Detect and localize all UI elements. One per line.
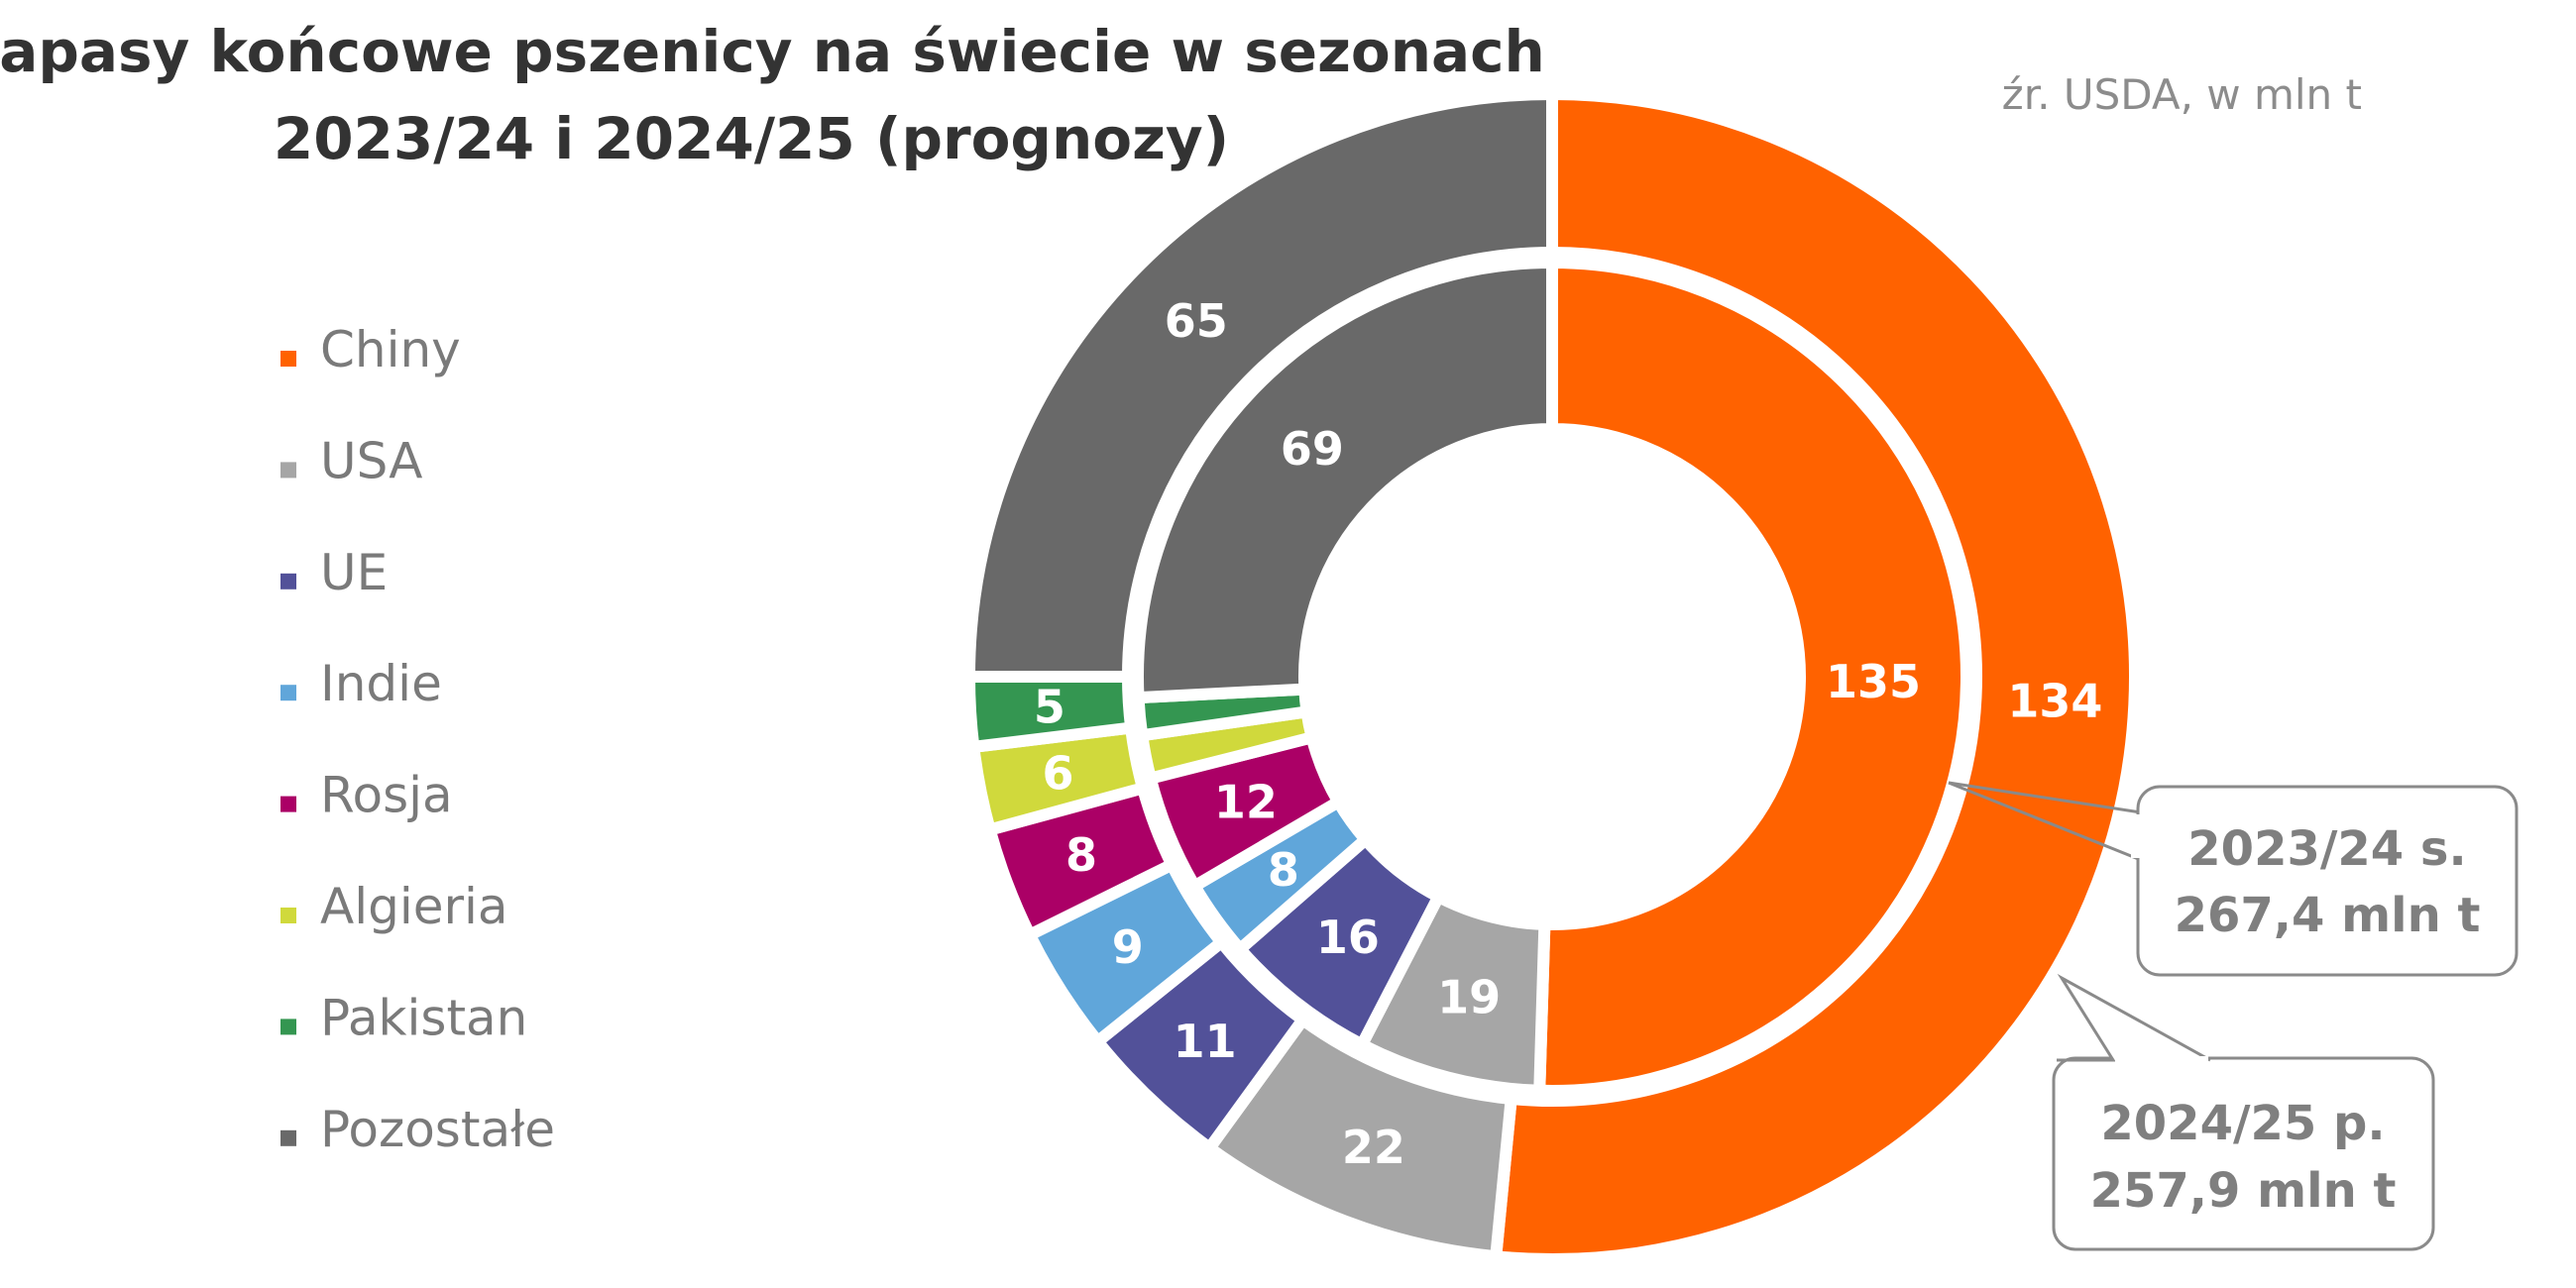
outer-label-pozostale: 65 xyxy=(1165,294,1228,348)
legend-item-rosja: Rosja xyxy=(280,767,453,824)
legend-swatch xyxy=(280,351,296,367)
outer-segment-pozostale xyxy=(962,87,1558,683)
inner-segment-pozostale xyxy=(1132,256,1558,704)
inner-label-ue: 16 xyxy=(1316,911,1380,964)
legend-swatch xyxy=(280,685,296,701)
outer-label-usa: 22 xyxy=(1342,1121,1405,1174)
outer-label-pakistan: 5 xyxy=(1034,681,1065,734)
legend-item-chiny: Chiny xyxy=(280,321,461,378)
inner-label-indie: 8 xyxy=(1268,843,1299,897)
outer-label-indie: 9 xyxy=(1112,920,1144,974)
legend-label: Pakistan xyxy=(320,989,527,1046)
outer-segment-chiny xyxy=(1489,87,2141,1265)
legend-swatch xyxy=(280,462,296,479)
legend-label: Algieria xyxy=(320,878,508,935)
callout-2023-24: 2023/24 s. 267,4 mln t xyxy=(1948,781,2519,977)
legend-label: Indie xyxy=(320,655,442,712)
outer-label-ue: 11 xyxy=(1174,1015,1237,1068)
outer-label-algieria: 6 xyxy=(1042,747,1073,801)
inner-label-chiny: 135 xyxy=(1826,655,1921,708)
callout-2024-25-season: 2024/25 p. xyxy=(2100,1096,2385,1151)
legend-label: UE xyxy=(320,544,388,601)
legend-label: Pozostałe xyxy=(320,1101,555,1158)
legend-swatch xyxy=(280,573,296,590)
legend-item-algieria: Algieria xyxy=(280,878,508,935)
legend-swatch xyxy=(280,908,296,923)
outer-label-rosja: 8 xyxy=(1065,828,1097,882)
legend-swatch xyxy=(280,1129,296,1146)
inner-label-rosja: 12 xyxy=(1214,776,1278,829)
legend-item-indie: Indie xyxy=(280,655,442,712)
source-note: źr. USDA, w mln t xyxy=(2002,70,2362,119)
legend-label: USA xyxy=(320,432,422,489)
legend-item-ue: UE xyxy=(280,544,388,601)
callouts: 2023/24 s. 267,4 mln t 2024/25 p. 257,9 … xyxy=(1948,781,2519,1251)
legend-swatch xyxy=(280,1019,296,1035)
legend: Chiny USA UE Indie Rosja Algieria Pakistan Pozo… xyxy=(280,321,555,1158)
inner-segment-chiny xyxy=(1533,256,1972,1097)
legend-label: Rosja xyxy=(320,767,453,824)
callout-2023-24-season: 2023/24 s. xyxy=(2187,821,2466,877)
legend-swatch xyxy=(280,796,296,812)
callout-2024-25-total: 257,9 mln t xyxy=(2090,1163,2397,1219)
legend-label: Chiny xyxy=(320,321,461,378)
legend-item-pakistan: Pakistan xyxy=(280,989,527,1046)
legend-item-pozostale: Pozostałe xyxy=(280,1101,555,1158)
chart-title-line-1: Zapasy końcowe pszenicy na świecie w sez… xyxy=(0,18,1545,85)
rings xyxy=(962,87,2141,1265)
chart-title-line-2: 2023/24 i 2024/25 (prognozy) xyxy=(274,105,1229,172)
callout-2024-25: 2024/25 p. 257,9 mln t xyxy=(2052,973,2435,1251)
legend-item-usa: USA xyxy=(280,432,422,489)
callout-2023-24-total: 267,4 mln t xyxy=(2175,888,2481,943)
outer-label-chiny: 134 xyxy=(2007,675,2102,728)
inner-label-usa: 19 xyxy=(1437,970,1501,1023)
inner-label-pozostale: 69 xyxy=(1281,422,1344,476)
